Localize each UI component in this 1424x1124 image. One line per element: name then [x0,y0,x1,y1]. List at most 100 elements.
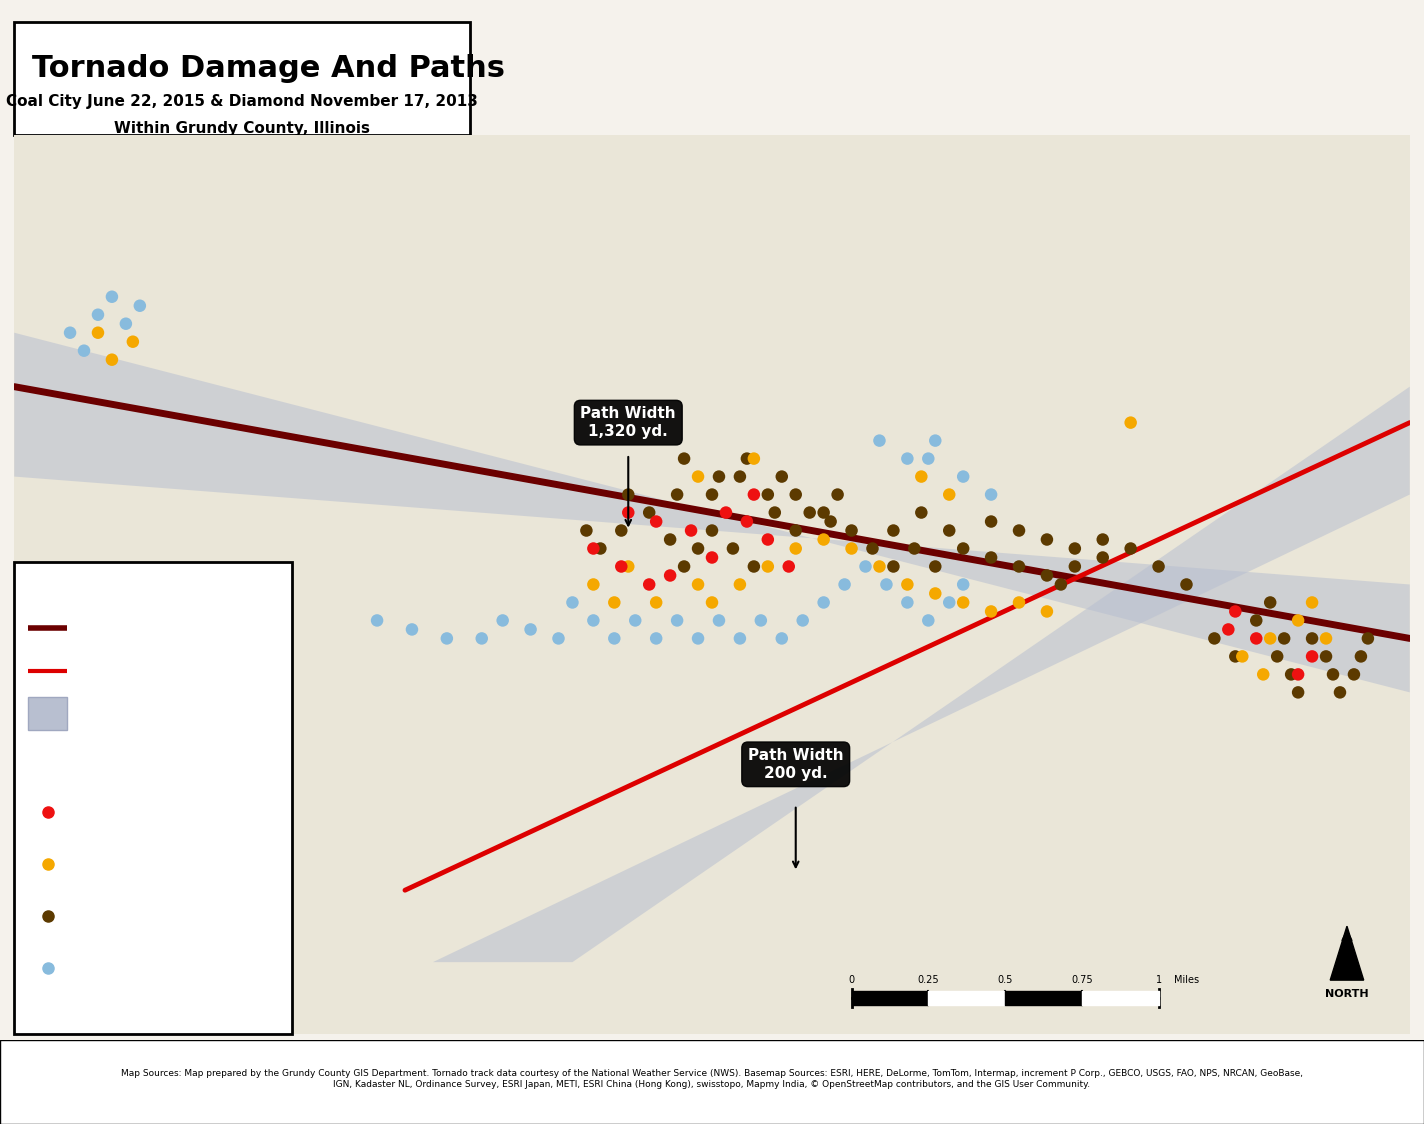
Point [756,531,779,549]
Point [1280,665,1303,683]
Point [938,486,961,504]
Text: Path Width
1,320 yd.: Path Width 1,320 yd. [581,407,676,438]
Point [701,549,723,566]
Text: TornadoTrack (EF2 2013): TornadoTrack (EF2 2013) [75,664,262,677]
Point [1245,611,1267,629]
Point [101,351,124,369]
Point [1357,629,1380,647]
Point [980,513,1002,531]
Point [869,558,891,575]
Point [874,575,899,593]
Point [749,611,772,629]
Point [624,611,646,629]
Text: Map Symbology: Map Symbology [73,581,234,599]
Point [686,575,709,593]
Point [756,558,779,575]
Point [980,549,1002,566]
Point [1259,629,1282,647]
Point [708,468,731,486]
Point [547,629,570,647]
Point [1252,665,1274,683]
Point [645,593,668,611]
Point [1350,647,1373,665]
Point [951,540,974,558]
Point [742,558,765,575]
Point [701,593,723,611]
Point [128,297,151,315]
Point [1300,629,1323,647]
FancyBboxPatch shape [0,1040,1424,1124]
Point [686,540,709,558]
Point [1008,593,1031,611]
Point [938,522,961,540]
Text: Tornado Path Width (yards): Tornado Path Width (yards) [75,707,282,719]
Text: Affected: Affected [90,961,155,975]
Point [36,804,58,822]
Point [400,620,423,638]
Point [73,342,95,360]
Point [1259,593,1282,611]
Point [1329,683,1351,701]
Text: TornadoTrack (EF3 2015): TornadoTrack (EF3 2015) [75,622,262,635]
Point [1287,665,1310,683]
Point [602,629,625,647]
Point [812,531,834,549]
Polygon shape [14,333,1410,692]
Point [1091,549,1114,566]
Point [770,629,793,647]
Point [840,522,863,540]
Point [470,629,493,647]
Point [1314,647,1337,665]
Text: 0.75: 0.75 [1071,975,1092,985]
Point [1343,665,1366,683]
Point [582,540,605,558]
Point [812,593,834,611]
Point [1035,566,1058,584]
Point [896,450,918,468]
Point [715,504,738,522]
Text: 0: 0 [849,975,854,985]
Point [1300,647,1323,665]
Point [58,324,81,342]
Point [1203,629,1226,647]
Point [938,593,961,611]
Point [881,522,904,540]
Point [1049,575,1072,593]
Point [1008,558,1031,575]
FancyBboxPatch shape [14,22,470,135]
Point [121,333,144,351]
Point [917,611,940,629]
Text: 0.5: 0.5 [997,975,1012,985]
Point [602,593,625,611]
Point [722,540,745,558]
Text: 1: 1 [1155,975,1162,985]
Point [763,504,786,522]
Point [436,629,459,647]
Point [665,486,689,504]
Text: NORTH: NORTH [1326,989,1368,999]
Point [951,468,974,486]
Point [1223,602,1247,620]
Point [840,540,863,558]
Text: Path Width
200 yd.: Path Width 200 yd. [748,749,843,780]
Point [742,450,765,468]
Point [924,432,947,450]
Text: Major: Major [90,858,134,871]
Point [659,531,682,549]
Point [1287,611,1310,629]
Point [617,558,639,575]
Point [679,522,702,540]
Point [785,522,807,540]
Point [1035,531,1058,549]
Point [1300,593,1323,611]
Point [729,629,752,647]
Point [114,315,137,333]
Text: 0.25: 0.25 [917,975,938,985]
Point [785,486,807,504]
Point [645,513,668,531]
Point [819,513,842,531]
Point [1035,602,1058,620]
Point [520,620,543,638]
Point [1064,558,1087,575]
Point [645,629,668,647]
